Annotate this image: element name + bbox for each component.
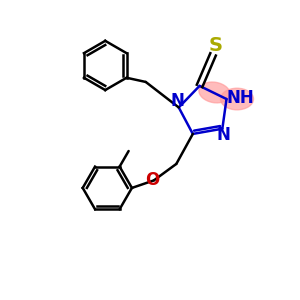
Ellipse shape <box>220 88 254 110</box>
Text: N: N <box>170 92 184 110</box>
Text: N: N <box>217 126 231 144</box>
Ellipse shape <box>199 82 230 103</box>
Text: S: S <box>209 37 223 56</box>
Text: O: O <box>145 171 159 189</box>
Text: NH: NH <box>226 88 254 106</box>
